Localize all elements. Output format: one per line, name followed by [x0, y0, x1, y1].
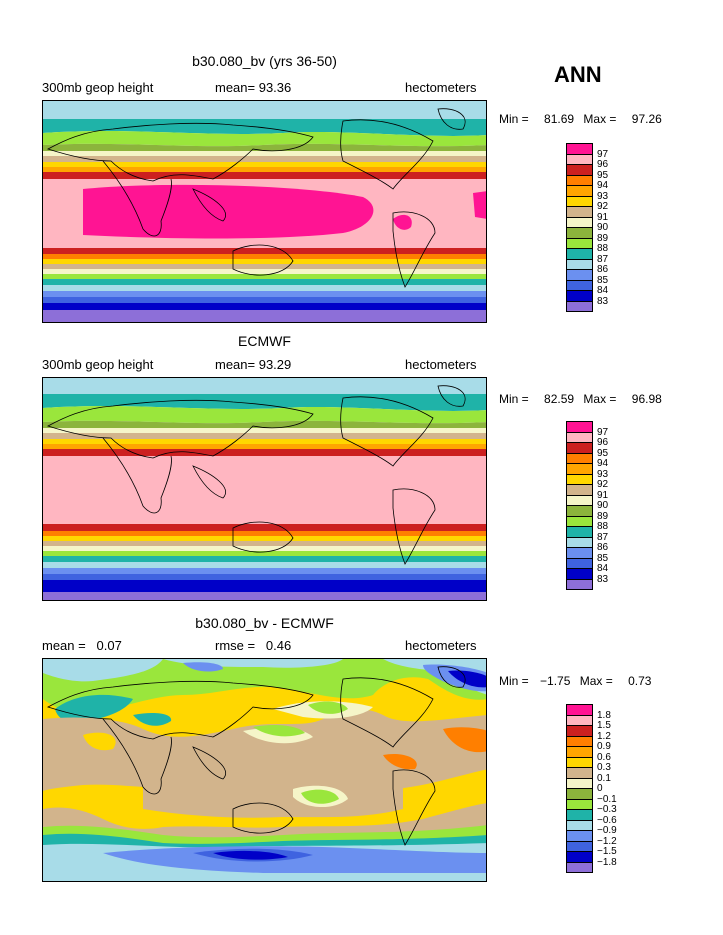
legend-tick-label: −0.9 — [597, 825, 617, 836]
legend-swatch — [566, 861, 593, 873]
legend-tick-label: 1.8 — [597, 709, 611, 721]
panel-2-title: ECMWF — [238, 333, 291, 349]
panel-2-map-svg — [43, 378, 486, 600]
panel-2-coastlines — [46, 385, 466, 565]
legend-tick-label: 91 — [597, 211, 609, 223]
legend-tick-label: 93 — [597, 190, 609, 202]
panel-2-map — [42, 377, 487, 601]
panel-1-units-label: hectometers — [405, 80, 477, 95]
legend-tick-label: 85 — [597, 274, 609, 286]
legend-tick-label: 1.5 — [597, 720, 611, 731]
legend-tick-label: 96 — [597, 159, 609, 170]
panel-2-units-label: hectometers — [405, 357, 477, 372]
panel-1-title: b30.080_bv (yrs 36-50) — [192, 53, 337, 69]
legend-tick-label: 90 — [597, 222, 609, 233]
panel-3-max-label: Max = — [579, 674, 613, 688]
season-label: ANN — [554, 62, 602, 87]
legend-tick-label: 84 — [597, 563, 609, 574]
panel-3-min-label: Min = — [499, 674, 529, 688]
panel-2-minmax: Min = 82.59 Max = 96.98 — [499, 392, 662, 406]
legend-swatch — [566, 578, 593, 590]
legend-tick-label: 90 — [597, 500, 609, 511]
legend-tick-label: 95 — [597, 447, 609, 459]
legend-tick-label: 87 — [597, 253, 609, 265]
panel-1-left-label: 300mb geop height — [42, 80, 154, 95]
panel-1-map — [42, 100, 487, 323]
panel-1-bands — [43, 101, 486, 322]
legend-tick-label: −1.2 — [597, 835, 617, 847]
panel-1-mean-label: mean= 93.36 — [215, 80, 292, 95]
legend-tick-label: 0.3 — [597, 762, 611, 773]
panel-3-rmse-label: rmse = 0.46 — [215, 638, 292, 653]
legend-tick-label: −0.3 — [597, 804, 617, 815]
legend-tick-label: 95 — [597, 169, 609, 181]
legend-tick-label: 94 — [597, 180, 609, 191]
panel-1-minmax: Min = 81.69 Max = 97.26 — [499, 112, 662, 126]
legend-tick-label: 86 — [597, 542, 609, 553]
legend-tick-label: 89 — [597, 232, 609, 244]
legend-tick-label: 83 — [597, 573, 609, 585]
panel-1-max-label: Max = — [583, 112, 617, 126]
legend-tick-label: 88 — [597, 521, 609, 532]
panel-1-max-value: 97.26 — [631, 112, 662, 126]
legend-tick-label: 92 — [597, 479, 609, 490]
legend-tick-label: 84 — [597, 285, 609, 296]
panel-3-min-value: −1.75 — [540, 674, 571, 688]
legend-tick-label: 96 — [597, 437, 609, 448]
panel-3-coastlines — [46, 666, 466, 846]
legend-tick-label: 92 — [597, 201, 609, 212]
panel-3-field — [43, 659, 486, 881]
panel-3-units-label: hectometers — [405, 638, 477, 653]
legend-tick-label: 0 — [597, 783, 603, 794]
legend-tick-label: −1.8 — [597, 856, 617, 868]
panel-2-min-value: 82.59 — [544, 392, 575, 406]
panel-1-min-label: Min = — [499, 112, 529, 126]
panel-2-max-label: Max = — [583, 392, 617, 406]
panel-2-max-value: 96.98 — [631, 392, 662, 406]
legend-tick-label: 1.2 — [597, 730, 611, 742]
panel-3-map-svg — [43, 659, 486, 881]
legend-tick-label: 83 — [597, 295, 609, 307]
panel-3-map — [42, 658, 487, 882]
legend-tick-label: 91 — [597, 489, 609, 501]
legend-tick-label: 87 — [597, 531, 609, 543]
panel-3-title: b30.080_bv - ECMWF — [195, 615, 334, 631]
panel-3-minmax: Min = −1.75 Max = 0.73 — [499, 674, 651, 688]
legend-tick-label: 0.1 — [597, 772, 611, 784]
legend-tick-label: 88 — [597, 243, 609, 254]
panel-1-coastlines — [46, 108, 466, 288]
legend-tick-label: 85 — [597, 552, 609, 564]
legend-tick-label: 94 — [597, 458, 609, 469]
legend-tick-label: 0.9 — [597, 741, 611, 752]
panel-1-min-value: 81.69 — [544, 112, 575, 126]
legend-tick-label: 97 — [597, 426, 609, 438]
panel-3-left-label: mean = 0.07 — [42, 638, 122, 653]
legend-swatch — [566, 300, 593, 312]
legend-tick-label: 97 — [597, 148, 609, 160]
legend-tick-label: 89 — [597, 510, 609, 522]
panel-2-mean-label: mean= 93.29 — [215, 357, 292, 372]
panel-2-min-label: Min = — [499, 392, 529, 406]
legend-tick-label: 93 — [597, 468, 609, 480]
legend-tick-label: 86 — [597, 264, 609, 275]
legend-tick-label: −0.1 — [597, 793, 617, 805]
panel-2-left-label: 300mb geop height — [42, 357, 154, 372]
panel-1-map-svg — [43, 101, 486, 322]
legend-tick-label: −0.6 — [597, 814, 617, 826]
panel-3-max-value: 0.73 — [628, 674, 652, 688]
legend-tick-label: −1.5 — [597, 846, 617, 857]
legend-tick-label: 0.6 — [597, 751, 611, 763]
